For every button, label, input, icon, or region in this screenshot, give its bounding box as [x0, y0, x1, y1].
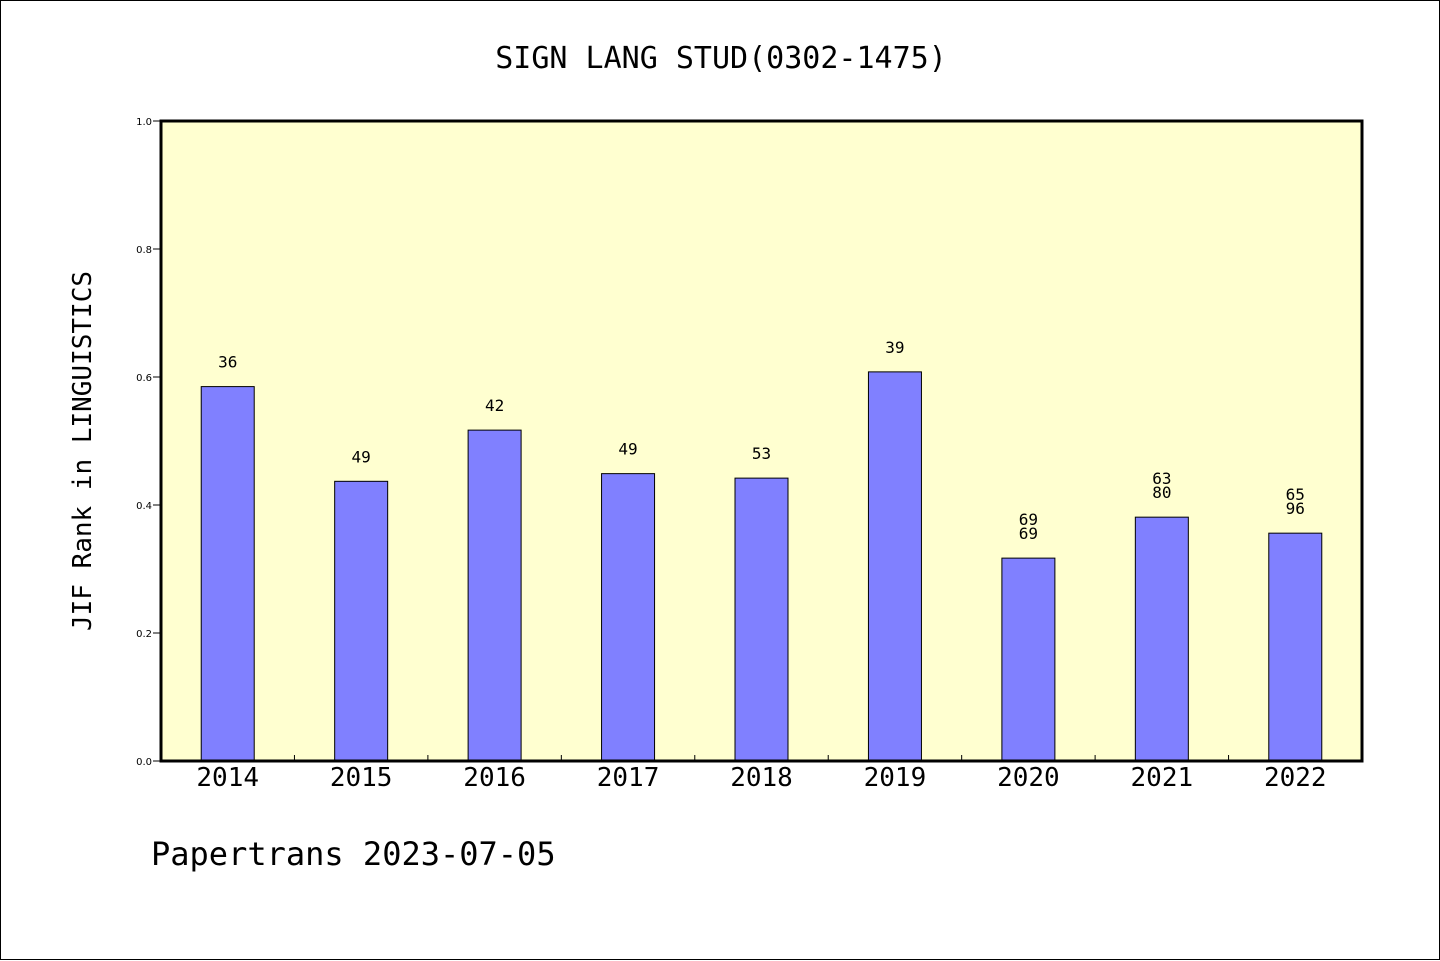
x-tick-label: 2014: [196, 763, 259, 793]
x-tick-label: 2019: [864, 763, 927, 793]
x-tick-label: 2018: [730, 763, 793, 793]
plot-border: [159, 119, 1364, 763]
bar-value-label: 36: [218, 353, 237, 372]
bar-value-label: 69: [1019, 524, 1038, 543]
x-tick-label: 2022: [1264, 763, 1327, 793]
bar-value-label: 69: [1019, 510, 1038, 529]
bar-value-label: 96: [1286, 499, 1305, 518]
bar-value-label: 39: [885, 338, 904, 357]
bar-2019: [867, 371, 922, 762]
bar-value-label: 49: [618, 440, 637, 459]
bar-value-label: 42: [485, 396, 504, 415]
x-tick-label: 2017: [597, 763, 660, 793]
bar-value-label: 80: [1152, 483, 1171, 502]
bar-2020: [1001, 557, 1056, 762]
y-axis-label: JIF Rank in LINGUISTICS: [68, 271, 98, 631]
footer-text: Papertrans 2023-07-05: [151, 835, 556, 873]
bar-value-label: 63: [1152, 469, 1171, 488]
x-axis: 2014 2015 2016 2017 2018 2019 2020 2021 2022: [196, 755, 1327, 793]
bar-value-label: 53: [752, 444, 771, 463]
y-tick-label: 0.6: [136, 373, 152, 384]
bar-2022: [1268, 532, 1323, 762]
bar-2017: [601, 473, 656, 762]
bar-2014: [200, 386, 255, 762]
bar-2015: [334, 480, 389, 762]
x-tick-label: 2015: [330, 763, 393, 793]
bar-2016: [467, 429, 522, 762]
x-tick-label: 2021: [1131, 763, 1194, 793]
x-tick-label: 2016: [463, 763, 526, 793]
y-tick-label: 0.8: [136, 245, 152, 256]
x-tick-label: 2020: [997, 763, 1060, 793]
bar-value-label: 49: [352, 447, 371, 466]
bar-2018: [734, 477, 789, 762]
chart-title: SIGN LANG STUD(0302-1475): [495, 41, 947, 76]
y-axis: 0.0 0.2 0.4 0.6 0.8 1.0: [136, 117, 161, 768]
bar-2021: [1134, 516, 1189, 762]
y-tick-label: 0.0: [136, 757, 152, 768]
bars-group: [200, 371, 1323, 762]
y-tick-label: 1.0: [136, 117, 152, 128]
y-tick-label: 0.4: [136, 501, 152, 512]
y-tick-label: 0.2: [136, 629, 152, 640]
bar-value-label: 65: [1286, 485, 1305, 504]
